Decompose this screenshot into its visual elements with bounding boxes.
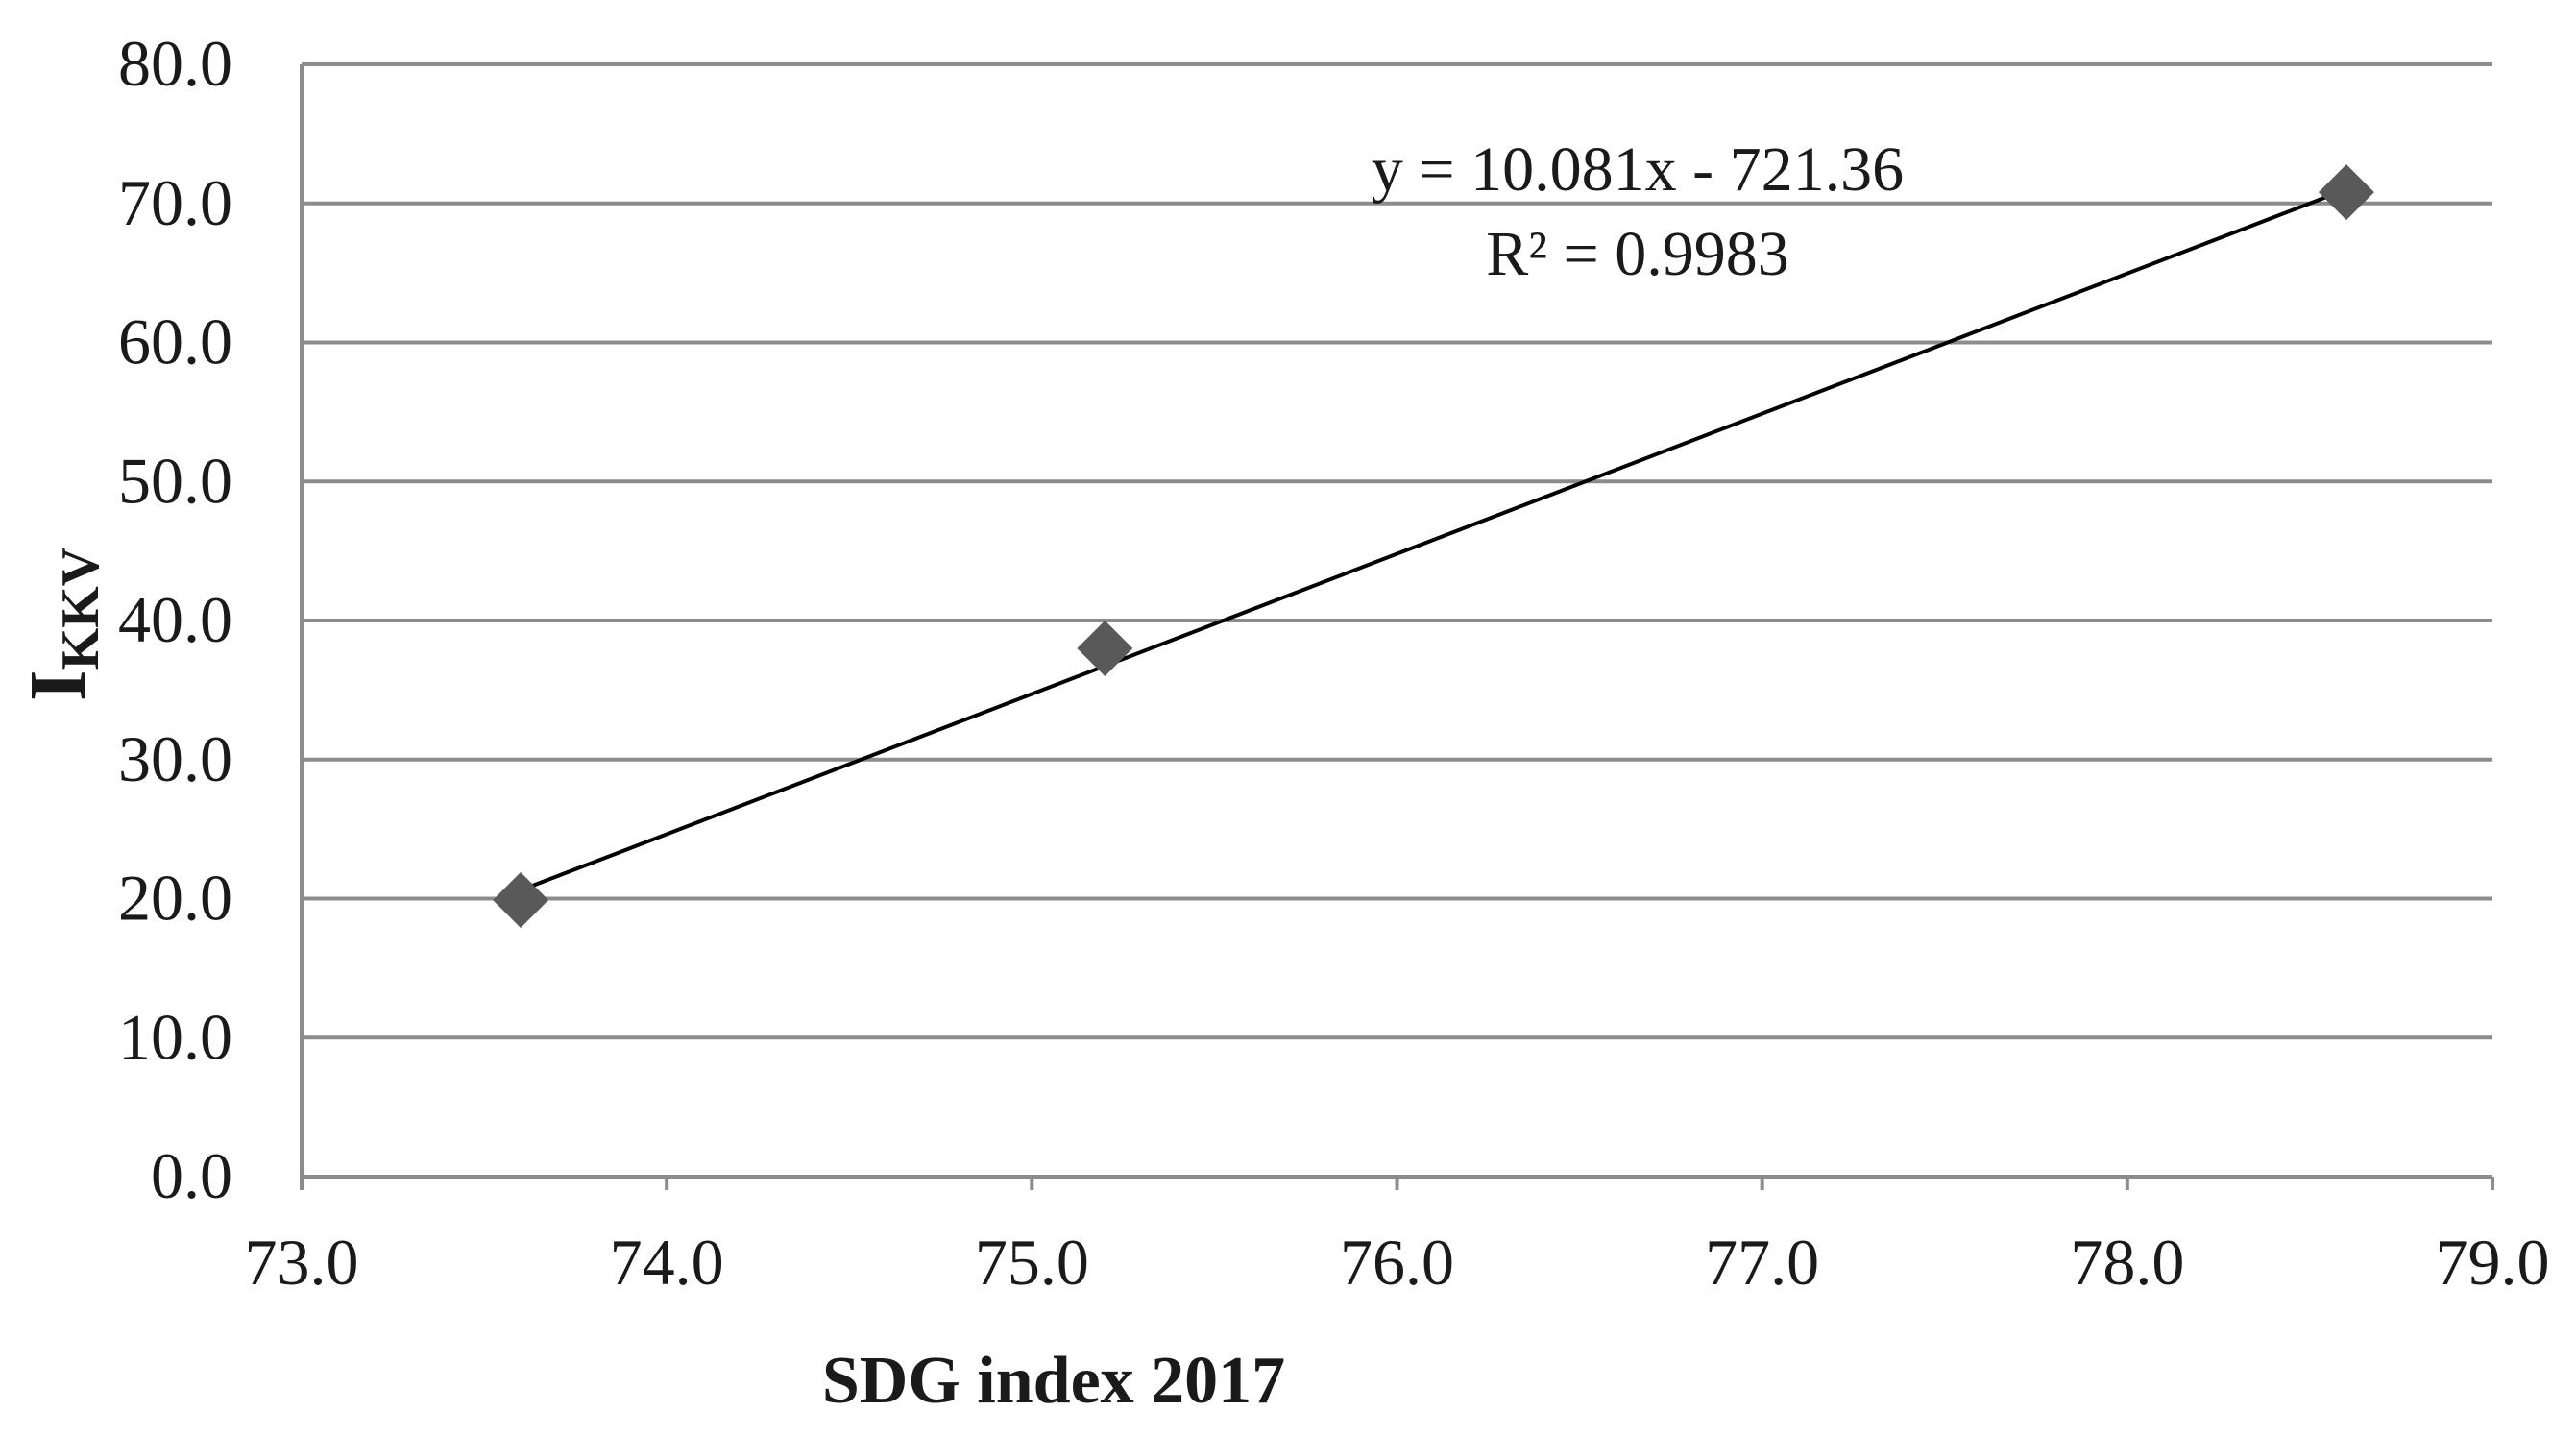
trendline [520, 187, 2347, 892]
y-tick-label: 20.0 [118, 862, 232, 935]
y-tick-label: 10.0 [118, 1000, 232, 1073]
x-tick-label: 73.0 [245, 1226, 359, 1299]
labels-layer: SDG index 2017 IKKV y = 10.081x - 721.36… [13, 134, 1904, 1418]
y-tick-label: 80.0 [118, 27, 232, 100]
ticks-layer: 0.0 10.0 20.0 30.0 40.0 50.0 60.0 70.0 80.0 73.0 7… [118, 27, 2550, 1299]
x-tick-label: 75.0 [975, 1226, 1089, 1299]
data-point [1077, 620, 1133, 676]
y-tick-label: 0.0 [151, 1139, 232, 1212]
trendline-r-squared: R² = 0.9983 [1486, 219, 1789, 289]
trendline-layer [520, 187, 2347, 892]
y-axis-title: IKKV [13, 548, 110, 701]
y-axis-title-subscript: KKV [51, 548, 110, 670]
points-layer [493, 164, 2374, 928]
x-axis-title: SDG index 2017 [822, 1344, 1285, 1418]
x-tick-label: 77.0 [1705, 1226, 1819, 1299]
y-tick-label: 60.0 [118, 305, 232, 378]
trendline-equation: y = 10.081x - 721.36 [1372, 134, 1904, 205]
x-tick-label: 78.0 [2070, 1226, 2184, 1299]
y-axis-title-main: I [13, 670, 103, 701]
x-tick-label: 79.0 [2436, 1226, 2550, 1299]
x-tick-label: 74.0 [610, 1226, 724, 1299]
y-tick-label: 40.0 [118, 583, 232, 656]
x-tick-label: 76.0 [1340, 1226, 1454, 1299]
data-point [2318, 164, 2374, 221]
data-point [493, 871, 549, 928]
y-tick-label: 50.0 [118, 444, 232, 517]
y-tick-label: 70.0 [118, 166, 232, 239]
grid-layer [302, 62, 2492, 1040]
y-tick-label: 30.0 [118, 722, 232, 795]
axes-layer [300, 64, 2494, 1190]
